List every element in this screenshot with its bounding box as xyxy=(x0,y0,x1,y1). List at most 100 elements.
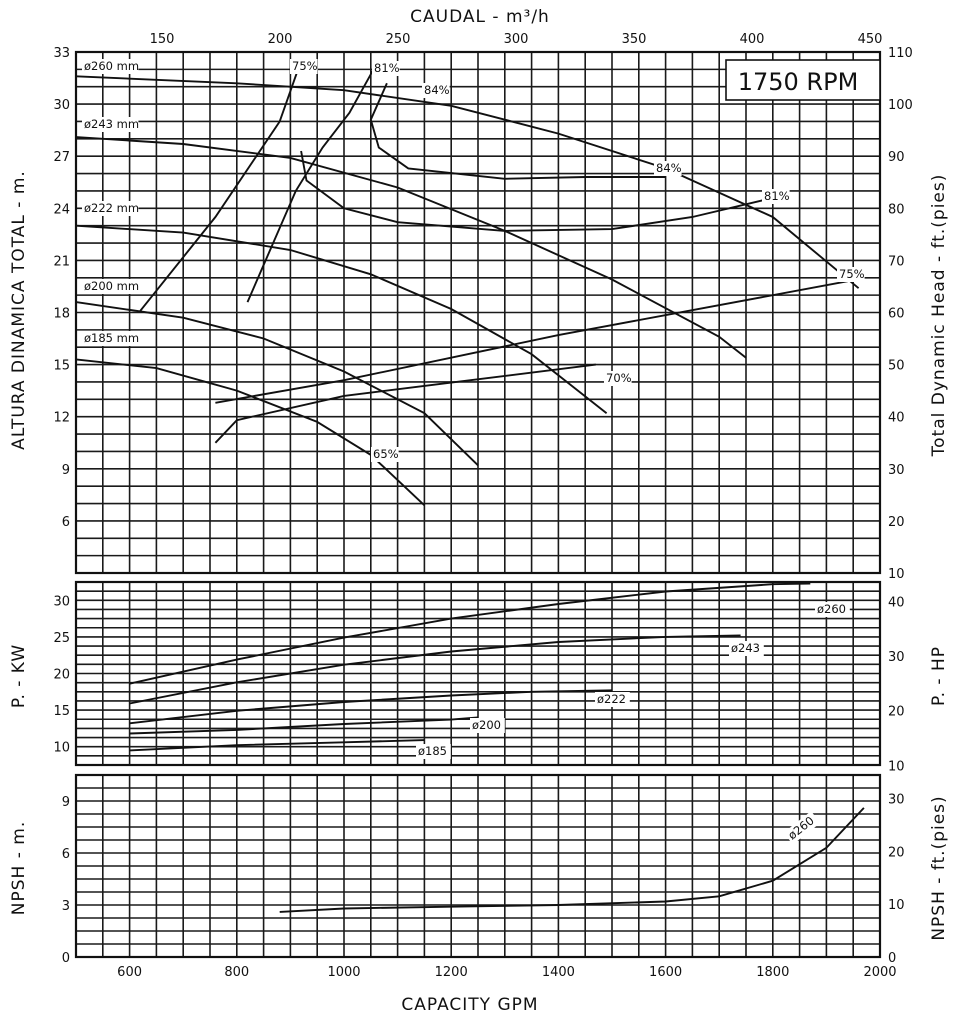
efficiency-line xyxy=(215,280,848,404)
bottom-tick-label: 1000 xyxy=(327,965,360,980)
curve-label: 75% xyxy=(837,267,865,282)
curve-label-text: ø200 xyxy=(472,718,501,732)
left-tick-label: 0 xyxy=(62,951,70,966)
right-tick-label: 20 xyxy=(888,515,905,530)
left-tick-label: 33 xyxy=(53,46,70,61)
left-tick-label: 30 xyxy=(53,98,70,113)
right-tick-label: 30 xyxy=(888,793,905,808)
curve-label: ø243 mm xyxy=(82,117,139,132)
curve-label: ø200 xyxy=(470,718,505,733)
efficiency-line xyxy=(214,363,597,444)
top-axis-title: CAUDAL - m³/h xyxy=(410,7,550,27)
series-curve xyxy=(129,739,425,752)
tick-layer: 6912151821242730331020304050607080901001… xyxy=(53,32,912,980)
power-left-axis-title: P. - KW xyxy=(9,644,29,708)
curve-label-text: ø222 xyxy=(597,692,626,706)
left-tick-label: 6 xyxy=(62,847,70,862)
curve-label-text: 84% xyxy=(424,83,450,97)
left-tick-label: 21 xyxy=(53,254,70,269)
left-tick-label: 18 xyxy=(53,307,70,322)
curve-label: 81% xyxy=(762,189,790,204)
curve-label: 65% xyxy=(371,447,399,462)
curve-label-text: ø243 xyxy=(731,641,760,655)
left-tick-label: 12 xyxy=(53,411,70,426)
grid-layer xyxy=(74,50,882,959)
power-right-axis-title: P. - HP xyxy=(929,646,949,706)
curve-label-text: 75% xyxy=(292,59,318,73)
curve-label: ø222 mm xyxy=(82,201,139,216)
curve-label: ø185 mm xyxy=(82,331,139,346)
right-tick-label: 10 xyxy=(888,567,905,582)
right-tick-label: 50 xyxy=(888,359,905,374)
curve-label-text: ø260 xyxy=(817,602,846,616)
head-left-axis-title: ALTURA DINAMICA TOTAL - m. xyxy=(9,170,29,450)
curve-label: 70% xyxy=(604,371,632,386)
left-tick-label: 9 xyxy=(62,463,70,478)
top-tick-label: 400 xyxy=(740,32,765,47)
curve-label: 75% xyxy=(290,59,318,74)
efficiency-line xyxy=(369,82,666,180)
left-tick-label: 30 xyxy=(53,594,70,609)
series-curve xyxy=(129,634,741,705)
right-tick-label: 100 xyxy=(888,98,913,113)
right-tick-label: 30 xyxy=(888,650,905,665)
left-tick-label: 20 xyxy=(53,668,70,683)
left-tick-label: 24 xyxy=(53,202,70,217)
right-tick-label: 40 xyxy=(888,596,905,611)
top-tick-label: 250 xyxy=(386,32,411,47)
left-tick-label: 15 xyxy=(53,359,70,374)
right-tick-label: 20 xyxy=(888,845,905,860)
curve-label: 84% xyxy=(422,83,450,98)
top-tick-label: 150 xyxy=(150,32,175,47)
efficiency-line xyxy=(139,60,302,312)
top-tick-label: 450 xyxy=(858,32,883,47)
curve-label-text: ø185 mm xyxy=(84,331,139,345)
series-curve xyxy=(129,582,811,685)
bottom-tick-label: 1200 xyxy=(435,965,468,980)
curve-label: 84% xyxy=(654,161,682,176)
curve-label: ø260 xyxy=(815,602,850,617)
rpm-label: 1750 RPM xyxy=(738,68,859,96)
curve-label-text: ø260 mm xyxy=(84,59,139,73)
efficiency-line xyxy=(246,68,375,303)
top-tick-label: 300 xyxy=(504,32,529,47)
series-curve xyxy=(75,301,479,466)
npsh-left-axis-title: NPSH - m. xyxy=(9,821,29,915)
left-tick-label: 9 xyxy=(62,795,70,810)
curve-label-text: 81% xyxy=(764,189,790,203)
right-tick-label: 30 xyxy=(888,463,905,478)
top-tick-label: 200 xyxy=(268,32,293,47)
series-curve xyxy=(75,75,860,289)
curve-label-text: 75% xyxy=(839,267,865,281)
curve-label: ø200 mm xyxy=(82,279,139,294)
curve-label: ø185 xyxy=(416,744,451,759)
right-tick-label: 70 xyxy=(888,254,905,269)
left-tick-label: 25 xyxy=(53,631,70,646)
series-curve xyxy=(279,807,865,913)
curve-label: ø260 mm xyxy=(82,59,139,74)
right-tick-label: 40 xyxy=(888,411,905,426)
series-curve xyxy=(129,689,613,725)
curve-label: 81% xyxy=(372,61,400,76)
curve-label-text: 65% xyxy=(373,447,399,461)
panel-frame xyxy=(74,50,882,575)
left-tick-label: 15 xyxy=(53,704,70,719)
bottom-tick-label: 1600 xyxy=(649,965,682,980)
right-tick-label: 0 xyxy=(888,951,896,966)
bottom-axis-title: CAPACITY GPM xyxy=(401,995,538,1015)
curve-label-text: ø200 mm xyxy=(84,279,139,293)
bottom-tick-label: 2000 xyxy=(863,965,896,980)
left-tick-label: 10 xyxy=(53,741,70,756)
curve-label-text: 84% xyxy=(656,161,682,175)
series-curve xyxy=(129,716,479,735)
panel-frame xyxy=(74,580,882,767)
npsh-right-axis-title: NPSH - ft.(pies) xyxy=(929,795,949,940)
curve-label-text: ø243 mm xyxy=(84,117,139,131)
left-tick-label: 6 xyxy=(62,515,70,530)
series-curve xyxy=(75,136,747,359)
curve-label: ø222 xyxy=(595,692,630,707)
top-tick-label: 350 xyxy=(622,32,647,47)
right-tick-label: 110 xyxy=(888,46,913,61)
right-tick-label: 90 xyxy=(888,150,905,165)
right-tick-label: 60 xyxy=(888,307,905,322)
